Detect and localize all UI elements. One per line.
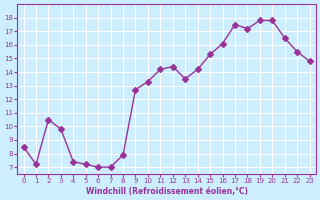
X-axis label: Windchill (Refroidissement éolien,°C): Windchill (Refroidissement éolien,°C) xyxy=(85,187,248,196)
